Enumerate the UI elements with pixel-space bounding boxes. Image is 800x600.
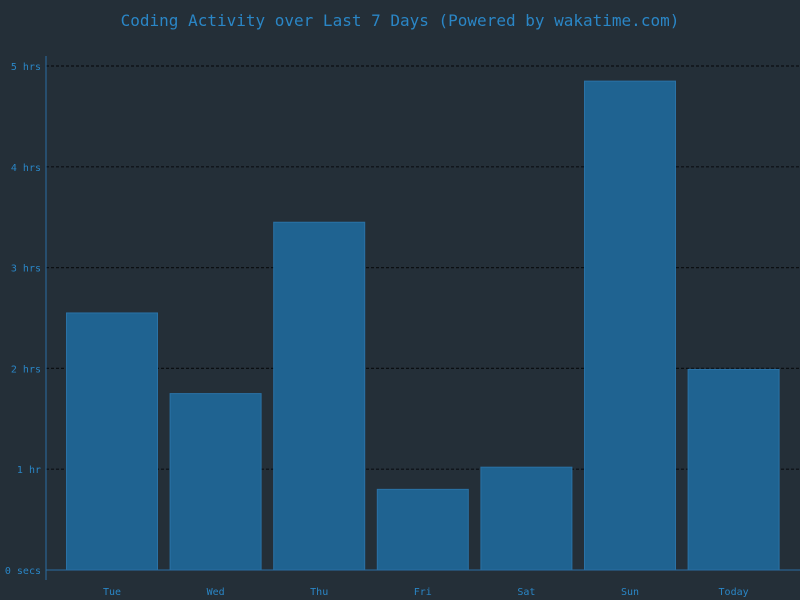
x-tick-label: Sat	[517, 587, 535, 598]
x-tick-label: Tue	[103, 587, 121, 598]
bar-sat	[480, 466, 573, 571]
x-tick-label: Wed	[207, 587, 225, 598]
y-tick-labels: 0 secs 1 hr 2 hrs 3 hrs 4 hrs 5 hrs	[5, 62, 41, 577]
y-tick-label: 0 secs	[5, 566, 41, 577]
bar-wed	[169, 393, 262, 571]
y-tick-label: 3 hrs	[11, 264, 41, 275]
bars	[66, 80, 780, 571]
x-tick-label: Thu	[310, 587, 328, 598]
x-tick-label: Fri	[414, 587, 432, 598]
bar-today	[687, 368, 780, 571]
x-tick-label: Today	[719, 587, 749, 598]
bar-sun	[584, 80, 676, 571]
bar-thu	[273, 221, 366, 571]
y-tick-label: 5 hrs	[11, 62, 41, 73]
y-tick-label: 4 hrs	[11, 163, 41, 174]
chart-title: Coding Activity over Last 7 Days (Powere…	[121, 11, 680, 30]
bar-fri	[376, 488, 469, 571]
x-tick-label: Sun	[621, 587, 639, 598]
bar-tue	[66, 312, 158, 571]
axes	[45, 56, 800, 580]
y-tick-label: 2 hrs	[11, 364, 41, 375]
x-tick-labels: Tue Wed Thu Fri Sat Sun Today	[103, 587, 749, 598]
y-tick-label: 1 hr	[17, 465, 41, 476]
